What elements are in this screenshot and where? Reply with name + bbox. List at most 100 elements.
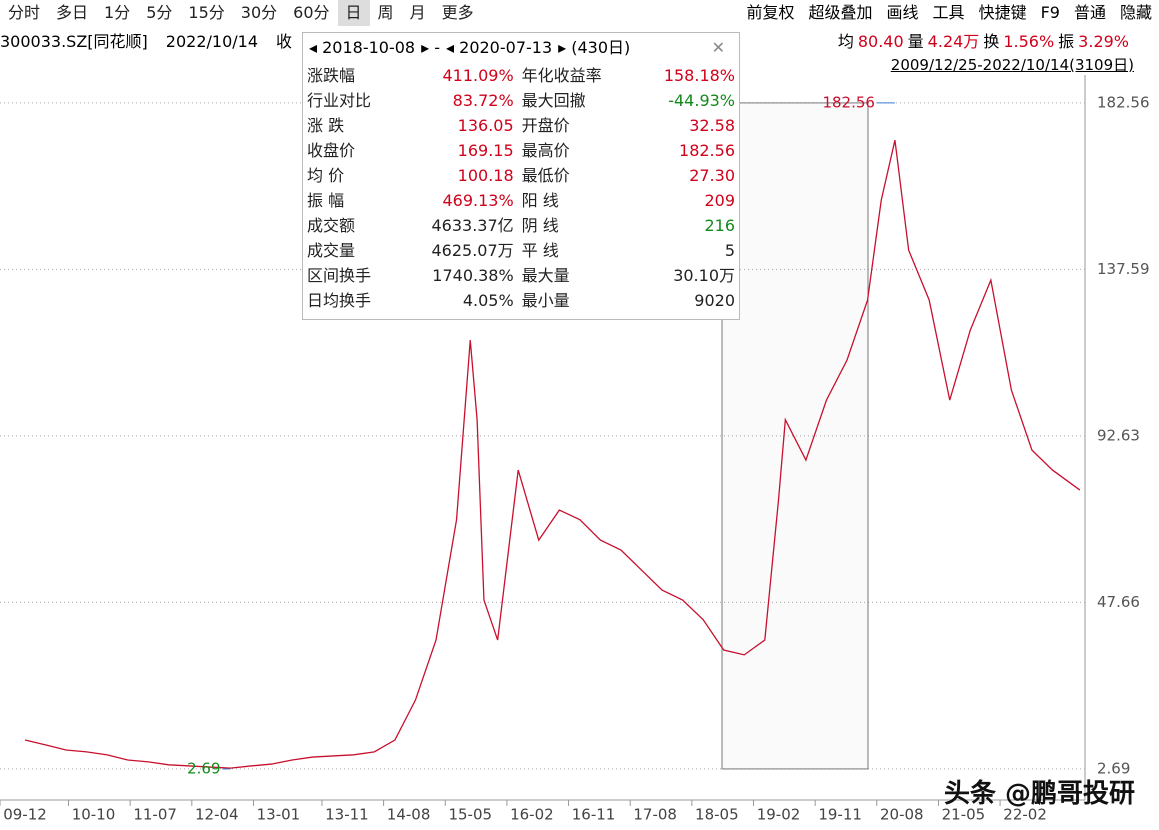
tool-button[interactable]: 前复权 bbox=[746, 3, 795, 22]
tool-button[interactable]: 5分 bbox=[146, 3, 173, 22]
stat-value: 411.09% bbox=[442, 66, 514, 85]
x-tick-label: 15-05 bbox=[448, 806, 492, 824]
stat-value: -44.93% bbox=[668, 91, 735, 110]
tool-button[interactable]: 15分 bbox=[188, 3, 225, 22]
x-tick-label: 18-05 bbox=[695, 806, 739, 824]
tool-button[interactable]: 画线 bbox=[886, 3, 919, 22]
code: 300033.SZ[同花顺] bbox=[0, 32, 148, 51]
tool-button[interactable]: 60分 bbox=[293, 3, 330, 22]
stat-value: 9020 bbox=[694, 291, 735, 310]
annotation: 2.69 bbox=[187, 759, 220, 777]
stat-value: 83.72% bbox=[452, 91, 514, 110]
tool-button[interactable]: 更多 bbox=[441, 3, 474, 22]
tool-button[interactable]: 快捷键 bbox=[978, 3, 1027, 22]
stat-value: 100.18 bbox=[457, 166, 514, 185]
info-stat: 1.56% bbox=[1003, 32, 1055, 51]
stat-label: 区间换手 bbox=[307, 266, 372, 285]
stat-value: 27.30 bbox=[689, 166, 735, 185]
tool-button[interactable]: 工具 bbox=[932, 3, 965, 22]
close[interactable]: ✕ bbox=[711, 38, 725, 57]
days: (430日) bbox=[571, 38, 631, 57]
x-tick-label: 19-11 bbox=[818, 806, 862, 824]
x-tick-label: 14-08 bbox=[387, 806, 431, 824]
x-tick-label: 22-02 bbox=[1003, 806, 1047, 824]
stats-row: 日均换手 4.05% 最小量 9020 bbox=[303, 288, 739, 313]
tool-button[interactable]: 30分 bbox=[240, 3, 278, 22]
stats-row: 涨 跌 136.05 开盘价 32.58 bbox=[303, 113, 739, 138]
tool-button[interactable]: 多日 bbox=[56, 3, 89, 22]
info-stat: 80.40 bbox=[857, 32, 904, 51]
y-tick-label: 137.59 bbox=[1097, 260, 1150, 278]
info-stats: 均 80.40 量 4.24万换 1.56% 振 3.29% bbox=[834, 28, 1129, 52]
price-line bbox=[24, 140, 1081, 769]
stat-value: 30.10万 bbox=[673, 266, 735, 285]
tool-button[interactable]: 分时 bbox=[8, 3, 41, 22]
stats-row: 振 幅 469.13% 阳 线 209 bbox=[303, 188, 739, 213]
stats-row: 收盘价 169.15 最高价 182.56 bbox=[303, 138, 739, 163]
stat-value: 4.05% bbox=[462, 291, 514, 310]
end-date[interactable]: 2020-07-13 bbox=[459, 38, 553, 57]
x-tick-label: 16-11 bbox=[572, 806, 616, 824]
selection-box bbox=[721, 102, 869, 770]
x-tick-label: 10-10 bbox=[72, 806, 116, 824]
y-tick-label: 92.63 bbox=[1097, 426, 1140, 444]
stat-label: 最小量 bbox=[521, 291, 570, 310]
info-stat: 均 bbox=[837, 32, 854, 51]
info-cut: 收 bbox=[276, 32, 293, 51]
stat-label: 涨跌幅 bbox=[307, 66, 356, 85]
x-tick-label: 09-12 bbox=[3, 806, 47, 824]
stat-value: 32.58 bbox=[689, 116, 735, 135]
stat-value: 136.05 bbox=[457, 116, 514, 135]
stat-label: 平 线 bbox=[521, 241, 559, 260]
tool-button[interactable]: 周 bbox=[377, 3, 394, 22]
stat-value: 4633.37亿 bbox=[431, 216, 514, 235]
x-tick-label: 17-08 bbox=[633, 806, 677, 824]
tool-button[interactable]: 隐藏 bbox=[1119, 3, 1152, 22]
stats-row: 区间换手 1740.38% 最大量 30.10万 bbox=[303, 263, 739, 288]
start-date[interactable]: 2018-10-08 bbox=[322, 38, 416, 57]
tool-button[interactable]: 超级叠加 bbox=[808, 3, 873, 22]
stat-label: 涨 跌 bbox=[307, 116, 345, 135]
watermark: 头条 @鹏哥投研 bbox=[943, 779, 1135, 809]
x-tick-label: 21-05 bbox=[942, 806, 986, 824]
stat-label: 最大量 bbox=[521, 266, 570, 285]
stat-label: 年化收益率 bbox=[521, 66, 602, 85]
stats-row: 成交额 4633.37亿阴 线 216 bbox=[303, 213, 739, 238]
stats-panel: ◂ 2018-10-08 ▸ - ◂ 2020-07-13 ▸ (430日) ✕ 涨跌幅… bbox=[302, 32, 740, 320]
stats-table: 涨跌幅 411.09% 年化收益率 158.18% 行业对比 83.72% 最大回撤 -44.… bbox=[303, 63, 739, 313]
stat-value: 469.13% bbox=[442, 191, 514, 210]
tool-button[interactable]: 1分 bbox=[104, 3, 131, 22]
x-tick-label: 13-01 bbox=[257, 806, 301, 824]
info-bar: 300033.SZ[同花顺] 2022/10/14 收 bbox=[0, 28, 310, 52]
tool-button[interactable]: 月 bbox=[409, 3, 426, 22]
panel-header: ◂ 2018-10-08 ▸ - ◂ 2020-07-13 ▸ (430日) ✕ bbox=[303, 33, 739, 63]
tool-button[interactable]: 日 bbox=[337, 0, 370, 26]
stats-row: 行业对比 83.72% 最大回撤 -44.93% bbox=[303, 88, 739, 113]
stat-value: 5 bbox=[724, 241, 735, 260]
x-tick-label: 12-04 bbox=[195, 806, 239, 824]
info-stat: 4.24万 bbox=[927, 32, 980, 51]
stat-label: 振 幅 bbox=[307, 191, 345, 210]
stat-label: 阴 线 bbox=[521, 216, 559, 235]
info-stat: 振 bbox=[1058, 32, 1075, 51]
stat-value: 216 bbox=[704, 216, 735, 235]
stat-label: 成交额 bbox=[307, 216, 356, 235]
stats-row: 均 价 100.18 最低价 27.30 bbox=[303, 163, 739, 188]
x-tick-label: 16-02 bbox=[510, 806, 554, 824]
info-stat: 量 bbox=[907, 32, 924, 51]
stat-value: 209 bbox=[704, 191, 735, 210]
stat-value: 158.18% bbox=[663, 66, 735, 85]
date-range[interactable]: 2009/12/25-2022/10/14(3109日) bbox=[890, 56, 1134, 74]
stat-label: 均 价 bbox=[307, 166, 345, 185]
stat-value: 1740.38% bbox=[432, 266, 514, 285]
date: 2022/10/14 bbox=[165, 32, 258, 51]
dash: - bbox=[434, 38, 441, 57]
tool-button[interactable]: F9 bbox=[1040, 3, 1060, 22]
stat-label: 最大回撤 bbox=[521, 91, 586, 110]
stat-label: 日均换手 bbox=[307, 291, 372, 310]
tool-button[interactable]: 普通 bbox=[1073, 3, 1106, 22]
stat-value: 182.56 bbox=[679, 141, 735, 160]
toolbar-right: 前复权 超级叠加 画线 工具 快捷键 F9 普通 隐藏 bbox=[740, 0, 1159, 26]
x-tick-label: 20-08 bbox=[880, 806, 924, 824]
